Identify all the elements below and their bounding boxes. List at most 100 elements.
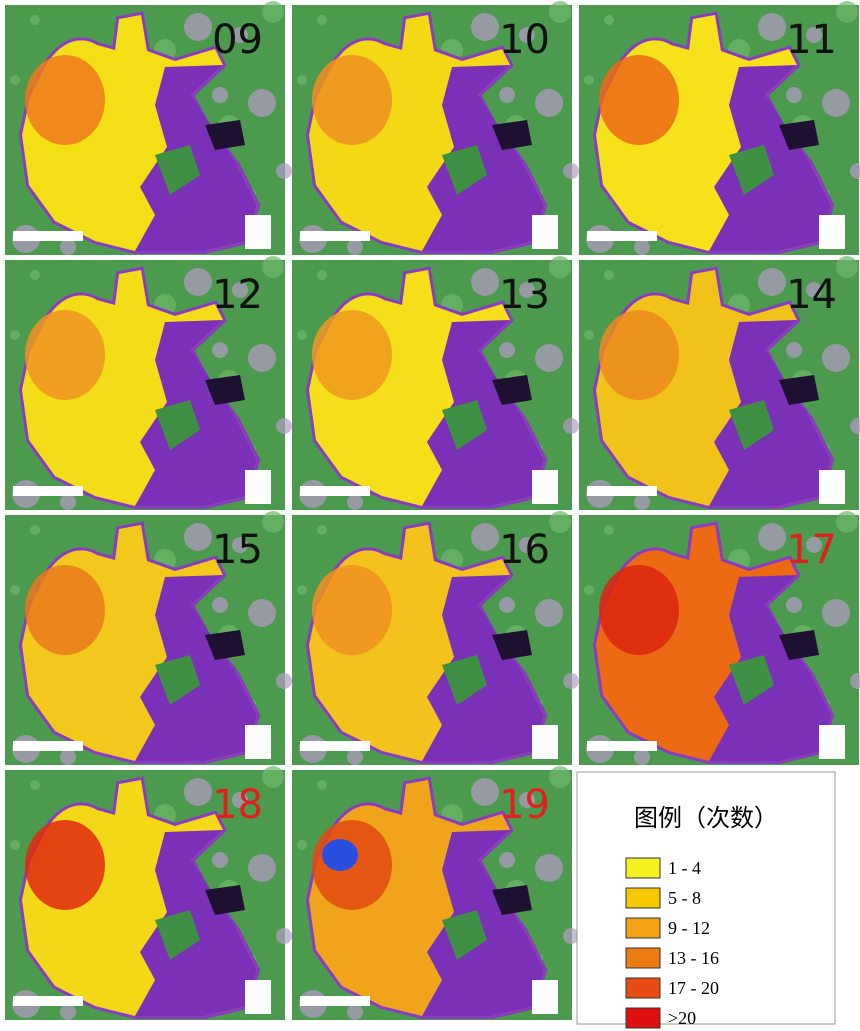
land-texture xyxy=(10,330,20,340)
land-texture xyxy=(248,599,276,627)
land-texture xyxy=(499,87,515,103)
land-texture xyxy=(276,928,292,944)
land-texture xyxy=(317,270,327,280)
map-panel: 15 xyxy=(5,511,292,765)
land-texture xyxy=(499,342,515,358)
land-texture xyxy=(347,1004,363,1020)
land-texture xyxy=(297,75,307,85)
land-texture xyxy=(758,268,786,296)
land-texture xyxy=(535,344,563,372)
land-texture xyxy=(184,523,212,551)
hotspot xyxy=(312,55,392,145)
land-texture xyxy=(60,749,76,765)
land-texture xyxy=(212,342,228,358)
land-texture xyxy=(499,597,515,613)
land-texture xyxy=(563,163,579,179)
scale-bar xyxy=(300,741,370,751)
land-texture xyxy=(786,342,802,358)
land-texture xyxy=(212,87,228,103)
land-texture xyxy=(184,778,212,806)
land-texture xyxy=(248,344,276,372)
mini-legend xyxy=(532,980,558,1014)
land-texture xyxy=(471,13,499,41)
legend-label: 13 - 16 xyxy=(668,948,719,968)
panel-label: 10 xyxy=(499,17,550,63)
land-texture xyxy=(184,268,212,296)
land-texture xyxy=(584,330,594,340)
panel-label: 18 xyxy=(212,782,263,828)
land-texture xyxy=(786,87,802,103)
legend-label: 5 - 8 xyxy=(668,888,701,908)
land-texture xyxy=(758,13,786,41)
mini-legend xyxy=(532,215,558,249)
land-texture xyxy=(634,494,650,510)
land-texture xyxy=(276,418,292,434)
land-texture xyxy=(535,89,563,117)
hotspot xyxy=(599,55,679,145)
land-texture xyxy=(10,840,20,850)
land-texture xyxy=(248,89,276,117)
land-texture xyxy=(634,749,650,765)
land-texture xyxy=(297,330,307,340)
land-texture xyxy=(30,270,40,280)
hotspot xyxy=(312,565,392,655)
panel-label: 13 xyxy=(499,272,550,318)
land-texture xyxy=(297,585,307,595)
land-texture xyxy=(212,597,228,613)
land-texture xyxy=(10,585,20,595)
land-texture xyxy=(822,344,850,372)
mini-legend xyxy=(532,470,558,504)
mini-legend xyxy=(532,725,558,759)
land-texture xyxy=(758,523,786,551)
mini-legend xyxy=(245,980,271,1014)
panel-label: 09 xyxy=(212,17,263,63)
land-texture xyxy=(535,599,563,627)
mini-legend xyxy=(245,215,271,249)
land-texture xyxy=(584,585,594,595)
map-panel: 13 xyxy=(292,256,579,510)
hotspot xyxy=(25,310,105,400)
panel-label: 15 xyxy=(212,527,263,573)
land-texture xyxy=(549,256,571,278)
map-panel: 19 xyxy=(292,766,579,1020)
land-texture xyxy=(499,852,515,868)
land-texture xyxy=(836,511,858,533)
land-texture xyxy=(549,511,571,533)
land-texture xyxy=(30,15,40,25)
mini-legend xyxy=(819,470,845,504)
hotspot xyxy=(25,565,105,655)
mini-legend xyxy=(819,725,845,759)
map-panel: 12 xyxy=(5,256,292,510)
blue-patch xyxy=(322,839,358,871)
land-texture xyxy=(822,599,850,627)
scale-bar xyxy=(587,741,657,751)
panel-label: 14 xyxy=(786,272,837,318)
legend-label: 17 - 20 xyxy=(668,978,719,998)
land-texture xyxy=(276,163,292,179)
land-texture xyxy=(634,239,650,255)
panel-label: 11 xyxy=(786,17,837,63)
land-texture xyxy=(184,13,212,41)
map-panel: 16 xyxy=(292,511,579,765)
land-texture xyxy=(248,854,276,882)
figure: 0910111213141516171819 图例（次数） 1 - 45 - 8… xyxy=(0,0,860,1031)
land-texture xyxy=(471,268,499,296)
land-texture xyxy=(317,525,327,535)
land-texture xyxy=(563,673,579,689)
land-texture xyxy=(30,780,40,790)
panel-label: 19 xyxy=(499,782,550,828)
land-texture xyxy=(786,597,802,613)
land-texture xyxy=(262,511,284,533)
scale-bar xyxy=(300,996,370,1006)
legend-swatch xyxy=(626,858,660,878)
land-texture xyxy=(471,523,499,551)
legend-swatch xyxy=(626,978,660,998)
map-panel: 09 xyxy=(5,1,292,255)
land-texture xyxy=(262,256,284,278)
map-panel: 17 xyxy=(579,511,860,765)
map-panel: 18 xyxy=(5,766,292,1020)
mini-legend xyxy=(819,215,845,249)
land-texture xyxy=(563,418,579,434)
map-panel: 11 xyxy=(579,1,860,255)
panel-label: 16 xyxy=(499,527,550,573)
